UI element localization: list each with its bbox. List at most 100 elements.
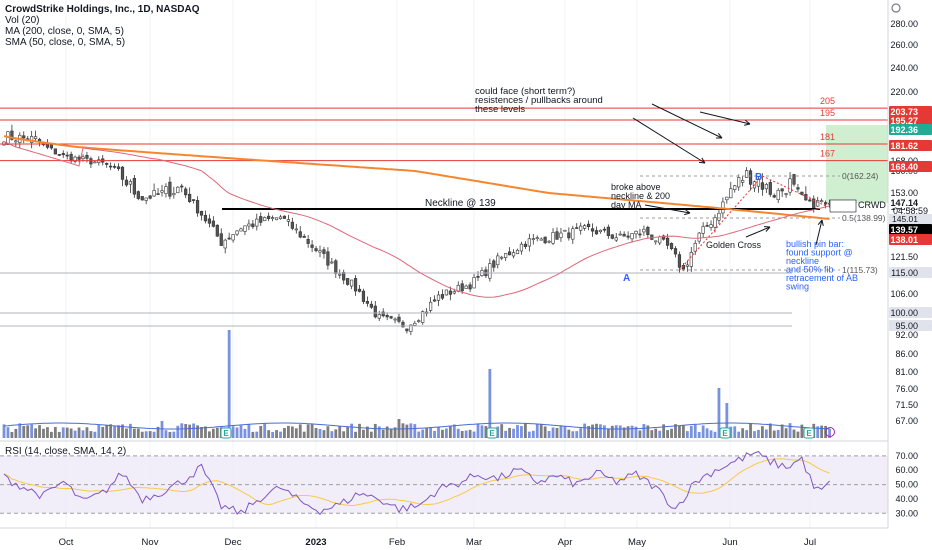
candle xyxy=(523,243,527,248)
y-tick-label: 106.00 xyxy=(890,289,918,299)
volume-bar xyxy=(460,430,464,438)
volume-bar xyxy=(729,426,733,438)
candle xyxy=(579,225,583,231)
price-label xyxy=(889,161,932,172)
legend-rsi[interactable]: RSI (14, close, SMA, 14, 2) xyxy=(5,446,127,457)
volume-bar xyxy=(429,427,432,438)
price-label xyxy=(889,234,932,245)
gear-icon[interactable] xyxy=(891,3,901,13)
volume-bar xyxy=(279,431,282,438)
volume-bar xyxy=(346,426,350,438)
candle xyxy=(172,193,176,196)
candle xyxy=(622,233,626,237)
x-tick-label: 2023 xyxy=(305,537,326,548)
chart-title[interactable]: CrowdStrike Holdings, Inc., 1D, NASDAQ xyxy=(5,4,200,15)
earnings-marker[interactable] xyxy=(719,427,731,439)
candle xyxy=(744,170,749,178)
x-tick-label: Jun xyxy=(722,537,737,548)
earnings-marker[interactable] xyxy=(803,427,815,439)
legend-sma50[interactable]: SMA (50, close, 0, SMA, 5) xyxy=(5,37,126,48)
candle xyxy=(365,301,370,304)
candle xyxy=(401,321,405,328)
candle xyxy=(460,283,464,292)
volume-bar xyxy=(697,431,701,438)
symbol-tag: CRWD xyxy=(858,200,886,210)
candle xyxy=(156,193,160,195)
volume-bar xyxy=(689,425,693,438)
candle xyxy=(132,178,136,195)
volume-bar xyxy=(231,426,235,438)
candle xyxy=(93,161,97,164)
candle xyxy=(81,156,85,159)
resistance-tag: 205 xyxy=(820,96,835,106)
candle xyxy=(409,324,413,332)
candle xyxy=(270,217,275,219)
volume-bar xyxy=(579,428,583,438)
y-tick-label: 260.00 xyxy=(890,40,918,50)
ab-leg xyxy=(679,175,763,271)
candle xyxy=(602,228,606,231)
volume-bar xyxy=(452,424,456,438)
candle xyxy=(334,260,338,274)
earnings-marker[interactable] xyxy=(220,427,232,439)
volume-bar xyxy=(156,426,160,438)
earnings-marker-label: E xyxy=(806,429,812,438)
y-tick-label: 92.00 xyxy=(895,330,918,340)
legend-vol[interactable]: Vol (20) xyxy=(5,15,40,26)
volume-bar xyxy=(547,430,551,438)
volume-bar xyxy=(235,427,239,438)
legend-ma200[interactable]: MA (200, close, 0, SMA, 5) xyxy=(5,26,124,37)
volume-bar xyxy=(69,428,73,438)
candle xyxy=(231,234,235,241)
neckline-label: Neckline @ 139 xyxy=(425,198,496,209)
volume-bar xyxy=(393,427,397,438)
x-tick-label: Dec xyxy=(225,537,242,548)
price-label-text: 192.36 xyxy=(890,125,918,135)
vol-tick-label: 71.50 xyxy=(895,400,918,410)
candle xyxy=(642,228,646,233)
volume-bar xyxy=(413,424,417,438)
volume-bar xyxy=(227,330,231,438)
candle xyxy=(610,234,614,239)
candle xyxy=(658,236,662,244)
volume-bar xyxy=(516,425,519,438)
candle xyxy=(500,256,504,259)
candle xyxy=(203,214,208,222)
candle xyxy=(464,285,468,289)
volume-bar xyxy=(421,429,425,438)
volume-bar xyxy=(275,430,278,438)
volume-bar xyxy=(358,423,361,438)
volume-bar xyxy=(121,424,124,438)
volume-bar xyxy=(50,431,53,438)
candle xyxy=(105,163,109,165)
candle xyxy=(417,320,421,322)
volume-bar xyxy=(527,431,531,438)
candle xyxy=(496,255,500,266)
annotation-pin-bar: swing xyxy=(786,282,809,292)
candle xyxy=(737,177,741,188)
earnings-marker[interactable] xyxy=(486,427,498,439)
vol-tick-label: 76.00 xyxy=(895,384,918,394)
volume-bar xyxy=(646,425,650,438)
volume-bar xyxy=(520,426,523,438)
price-label-text: 168.40 xyxy=(890,162,918,172)
candle xyxy=(741,180,745,183)
volume-bar xyxy=(290,426,294,438)
volume-bar xyxy=(638,430,642,438)
volume-bar xyxy=(445,428,448,438)
candle xyxy=(432,299,437,302)
candle xyxy=(113,166,117,168)
volume-bar xyxy=(571,431,575,438)
candle xyxy=(823,202,828,205)
candle xyxy=(551,232,555,244)
candle xyxy=(120,166,125,180)
volume-bar xyxy=(136,428,140,438)
candle xyxy=(685,264,689,267)
candle xyxy=(531,238,535,240)
resistance-tag: 195 xyxy=(820,108,835,118)
alert-icon[interactable] xyxy=(825,427,835,437)
countdown-label: 04:58:59 xyxy=(893,206,928,216)
price-label-text: 147.14 xyxy=(890,198,918,208)
annotation-arrow xyxy=(632,117,706,164)
